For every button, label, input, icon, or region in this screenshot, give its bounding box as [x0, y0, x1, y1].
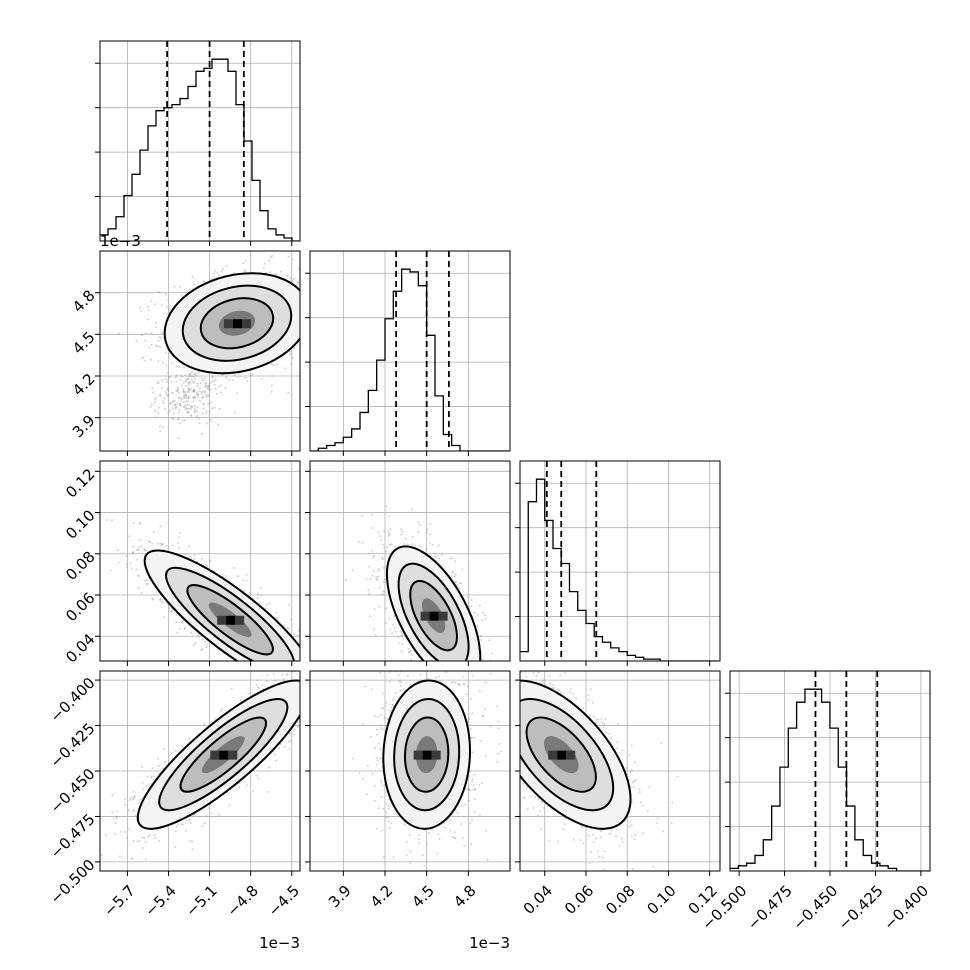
y-tick-label: −0.400 [47, 674, 99, 726]
panel-frame [99, 460, 301, 662]
x-tick-label: −0.450 [789, 882, 841, 934]
x-tick-label: 0.04 [520, 882, 556, 918]
x-tick-label: −5.1 [182, 882, 220, 920]
hist-panel-1 [305, 250, 511, 456]
y-tick-label: 4.2 [69, 370, 99, 400]
grid-lines [520, 461, 720, 661]
y-tick-label: 4.8 [69, 286, 99, 316]
y-tick-label: 0.08 [62, 548, 98, 584]
y-tick-label: −0.475 [47, 810, 99, 862]
histogram-0 [100, 58, 300, 241]
x-tick-label: 0.08 [602, 882, 638, 918]
hist-panel-0 [95, 40, 301, 246]
y-tick-label: 0.12 [62, 465, 98, 501]
x-tick-label: −4.8 [224, 882, 262, 920]
panel-frame [519, 460, 721, 662]
panel-frame [99, 250, 301, 452]
histogram-1 [310, 268, 510, 451]
x-tick-label: −5.7 [100, 882, 138, 920]
offset-labels: 1e−3 1e−3 1e−3 [100, 232, 510, 952]
y-tick-label: 0.04 [62, 630, 98, 666]
density-contours [385, 545, 482, 661]
x-tick-label: −0.425 [835, 882, 887, 934]
density-panel-2-1 [305, 460, 511, 666]
x-tick-label: −0.475 [744, 882, 796, 934]
y-tick-label: 4.5 [69, 328, 99, 358]
y-offset-label: 1e−3 [100, 232, 141, 250]
x-tick-label: −5.4 [141, 882, 179, 920]
density-panel-3-1: 3.9 4.2 4.5 4.8 [305, 670, 511, 912]
density-contours [163, 272, 300, 375]
x-tick-label: 4.5 [408, 882, 438, 912]
panel-frame [99, 40, 301, 242]
grid-lines [730, 671, 930, 871]
x-tick-label: 4.8 [450, 882, 480, 912]
grid-lines [310, 251, 510, 451]
hist-panel-3: −0.500−0.475−0.450−0.425−0.400 [698, 670, 932, 934]
y-tick-label: 0.10 [62, 506, 98, 542]
x-tick-label: 3.9 [325, 882, 355, 912]
x-offset-label: 1e−3 [469, 934, 510, 952]
density-contours [143, 549, 300, 661]
density-panel-2-0: 0.04 0.06 0.08 0.10 0.12 [62, 460, 301, 666]
y-tick-label: −0.450 [47, 765, 99, 817]
x-tick-label: 0.06 [561, 882, 597, 918]
density-contours [382, 679, 471, 830]
y-tick-label: 3.9 [69, 411, 99, 441]
panel-frame [309, 460, 511, 662]
density-contours [520, 679, 632, 830]
x-tick-label: −0.400 [880, 882, 932, 934]
grid-lines [100, 671, 300, 871]
x-offset-label: 1e−3 [259, 934, 300, 952]
histogram-3 [730, 688, 930, 871]
density-panel-1-0: 3.9 4.2 4.5 4.8 [69, 250, 301, 456]
y-tick-label: 0.06 [62, 589, 98, 625]
y-tick-label: −0.425 [47, 719, 99, 771]
y-tick-label: −0.500 [47, 856, 99, 908]
density-contours [136, 679, 300, 830]
x-tick-label: 4.2 [367, 882, 397, 912]
histogram-2 [520, 478, 718, 661]
hist-panel-2 [515, 460, 721, 666]
x-tick-label: 0.10 [643, 882, 679, 918]
panel-frame [309, 250, 511, 452]
x-tick-label: −4.5 [265, 882, 303, 920]
